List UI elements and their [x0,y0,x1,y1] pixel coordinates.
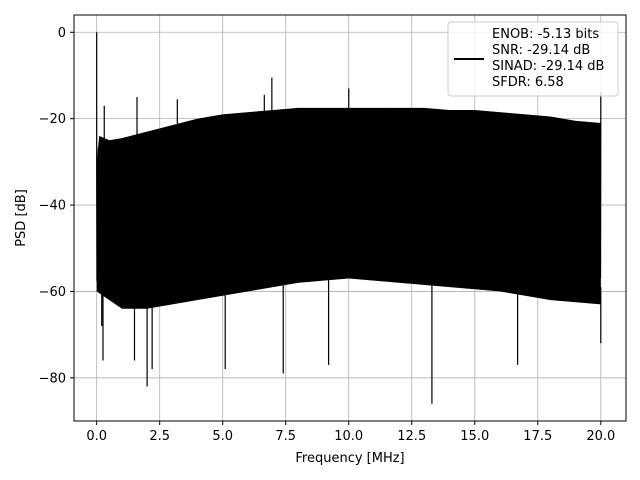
legend-enob: ENOB: -5.13 bits [492,27,599,42]
x-tick-label: 15.0 [460,429,489,444]
x-tick-label: 20.0 [586,429,615,444]
plot-series [96,32,602,404]
legend: ENOB: -5.13 bits SNR: -29.14 dB SINAD: -… [447,21,619,97]
y-tick-label: −60 [39,285,66,300]
legend-sfdr: SFDR: 6.58 [492,75,564,90]
legend-box [447,21,619,97]
x-axis-ticks: 0.0 2.5 5.0 7.5 10.0 12.5 15.0 17.5 20.0 [86,421,615,444]
y-tick-label: −20 [39,112,66,127]
x-tick-label: 5.0 [212,429,233,444]
x-axis-label: Frequency [MHz] [295,451,404,466]
y-axis-ticks: 0 −20 −40 −60 −80 [39,26,74,386]
psd-trace [96,32,602,404]
x-tick-label: 7.5 [275,429,296,444]
y-tick-label: 0 [58,26,66,41]
y-axis-label: PSD [dB] [14,189,29,247]
x-tick-label: 17.5 [523,429,552,444]
y-tick-label: −40 [39,199,66,214]
x-tick-label: 0.0 [86,429,107,444]
x-tick-label: 10.0 [334,429,363,444]
x-tick-label: 2.5 [149,429,170,444]
legend-snr: SNR: -29.14 dB [492,43,590,58]
legend-sinad: SINAD: -29.14 dB [492,59,604,74]
x-tick-label: 12.5 [397,429,426,444]
axes-frame [73,14,627,422]
y-tick-label: −80 [39,371,66,386]
